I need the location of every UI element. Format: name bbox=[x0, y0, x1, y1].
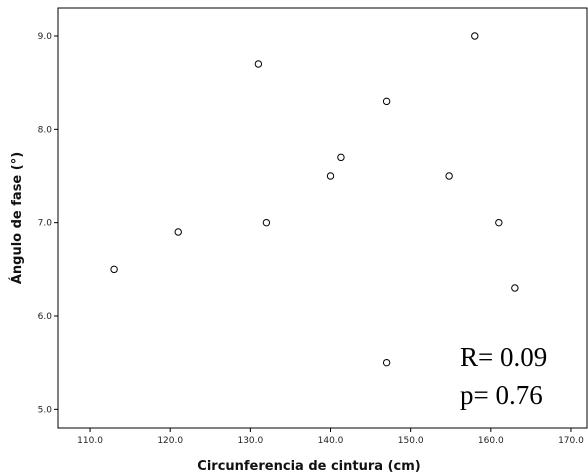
data-point bbox=[495, 218, 503, 227]
data-point bbox=[337, 153, 345, 162]
annotation-p-value: p= 0.76 bbox=[460, 380, 543, 410]
x-tick-label: 130.0 bbox=[237, 436, 263, 446]
data-point bbox=[445, 172, 453, 180]
data-point bbox=[382, 97, 391, 106]
x-axis-title: Circunferencia de cintura (cm) bbox=[197, 459, 420, 474]
y-axis-title: Ángulo de fase (°) bbox=[9, 152, 25, 284]
data-point bbox=[262, 218, 271, 227]
x-tick-label: 110.0 bbox=[77, 436, 103, 446]
y-tick-label: 6.0 bbox=[38, 312, 53, 322]
x-tick-label: 150.0 bbox=[398, 436, 424, 446]
x-tick-label: 140.0 bbox=[318, 436, 344, 446]
x-tick-label: 120.0 bbox=[157, 436, 183, 446]
y-tick-label: 9.0 bbox=[38, 32, 53, 42]
x-tick-label: 160.0 bbox=[478, 436, 504, 446]
plot-frame bbox=[57, 7, 588, 429]
data-point bbox=[174, 228, 182, 236]
x-tick-label: 170.0 bbox=[558, 436, 584, 446]
ticks: 110.0 120.0 130.0 140.0 150.0 160.0 170.0 5.0 6.… bbox=[38, 32, 584, 446]
y-tick-label: 5.0 bbox=[38, 405, 53, 415]
data-point bbox=[254, 60, 263, 68]
y-tick-label: 8.0 bbox=[38, 125, 53, 135]
axes bbox=[57, 7, 588, 429]
data-points bbox=[110, 32, 519, 367]
y-tick-label: 7.0 bbox=[38, 219, 53, 229]
data-point bbox=[326, 172, 335, 180]
annotation-r-value: R= 0.09 bbox=[460, 342, 547, 372]
data-point bbox=[382, 358, 391, 367]
data-point bbox=[511, 284, 519, 292]
data-point bbox=[110, 265, 118, 274]
data-point bbox=[471, 32, 479, 40]
